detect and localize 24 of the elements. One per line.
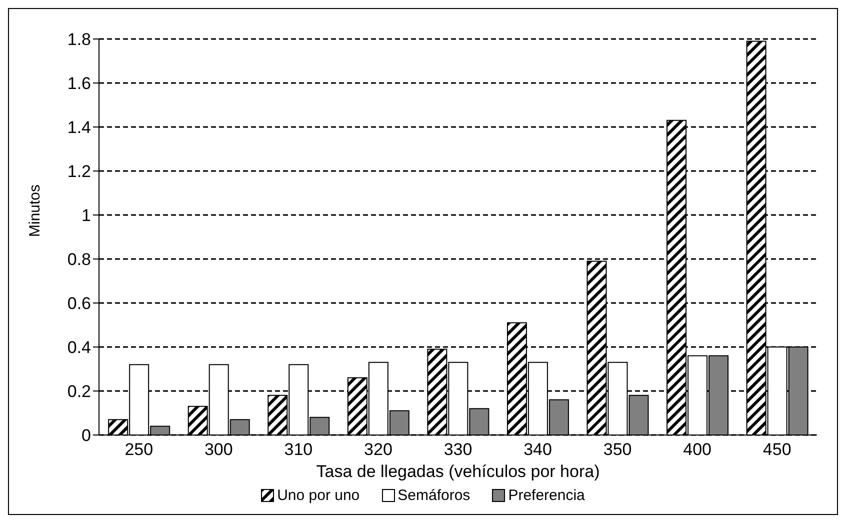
x-axis-title: Tasa de llegadas (vehículos por hora) bbox=[316, 462, 600, 481]
x-tick-label: 300 bbox=[204, 440, 233, 460]
y-tick-label: 0 bbox=[82, 426, 91, 446]
y-tick-label: 1 bbox=[82, 206, 91, 226]
x-tick-label: 320 bbox=[364, 440, 392, 460]
x-tick-label: 350 bbox=[603, 440, 632, 460]
y-tick-label: 1.2 bbox=[67, 162, 91, 182]
legend-label: Uno por uno bbox=[276, 487, 360, 504]
x-tick-label: 400 bbox=[683, 440, 712, 460]
y-axis-title: Minutos bbox=[26, 184, 44, 237]
y-tick-label: 0.6 bbox=[67, 294, 91, 314]
y-tick-label: 1.6 bbox=[67, 74, 91, 94]
x-tick-label: 340 bbox=[524, 440, 552, 460]
x-tick-label: 250 bbox=[124, 440, 154, 460]
y-tick-label: 0.4 bbox=[67, 338, 91, 358]
y-tick-label: 1.8 bbox=[67, 30, 91, 50]
x-tick-label: 330 bbox=[444, 440, 472, 460]
y-tick-label: 0.2 bbox=[67, 382, 91, 402]
y-tick-label: 1.4 bbox=[67, 118, 91, 138]
x-tick-label: 450 bbox=[762, 440, 792, 460]
x-tick-label: 310 bbox=[284, 440, 313, 460]
legend-label: Preferencia bbox=[507, 487, 585, 504]
y-tick-label: 0.8 bbox=[67, 250, 91, 270]
legend-label: Semáforos bbox=[396, 487, 470, 504]
